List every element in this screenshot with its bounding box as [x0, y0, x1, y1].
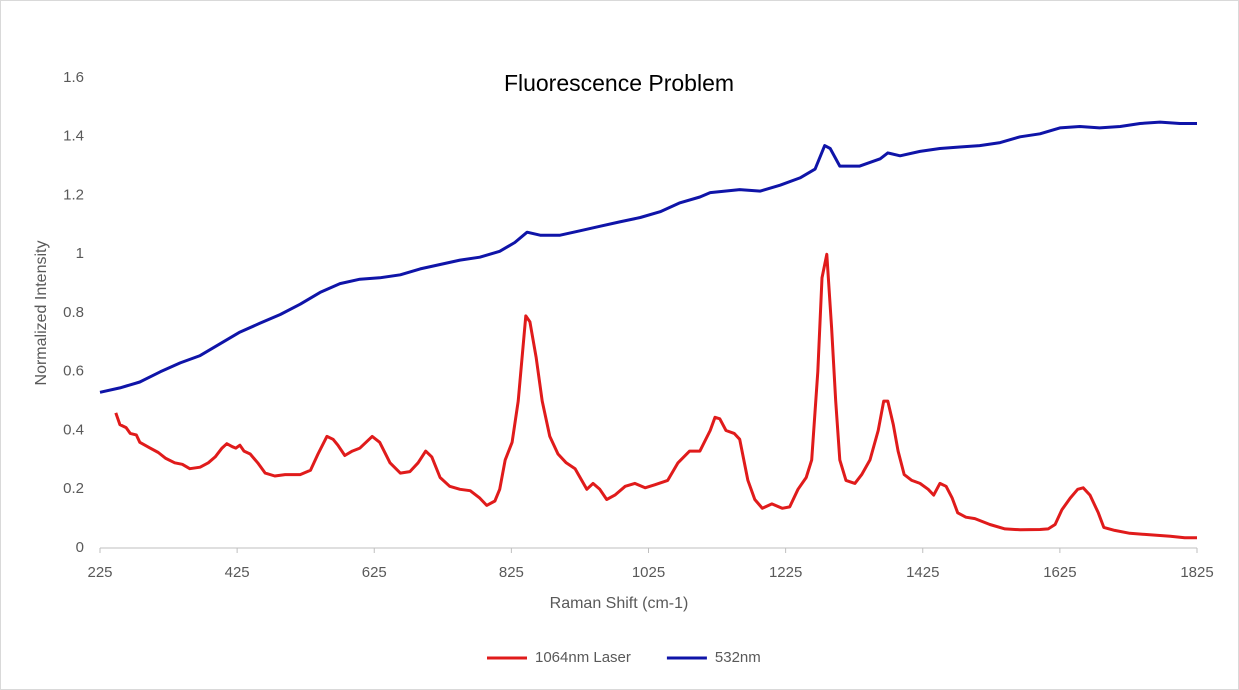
- legend-label: 532nm: [715, 649, 761, 666]
- y-tick-label: 0.8: [63, 304, 84, 321]
- x-tick-label: 625: [362, 564, 387, 581]
- y-tick-label: 0: [76, 539, 84, 556]
- series-line: [114, 252, 1197, 540]
- y-tick-label: 0.6: [63, 363, 84, 380]
- x-tick-label: 1225: [769, 564, 802, 581]
- x-tick-label: 1625: [1043, 564, 1076, 581]
- y-tick-label: 0.4: [63, 421, 84, 438]
- y-tick-label: 1.2: [63, 186, 84, 203]
- y-tick-label: 1.6: [63, 69, 84, 86]
- chart-title: Fluorescence Problem: [504, 70, 734, 96]
- x-tick-label: 1025: [632, 564, 665, 581]
- x-tick-label: 1825: [1180, 564, 1213, 581]
- y-tick-label: 1.4: [63, 128, 84, 145]
- x-tick-label: 425: [225, 564, 250, 581]
- y-tick-label: 0.2: [63, 480, 84, 497]
- x-tick-label: 1425: [906, 564, 939, 581]
- series-line: [99, 120, 1197, 394]
- y-axis-label: Normalized Intensity: [33, 241, 50, 386]
- x-tick-label: 225: [87, 564, 112, 581]
- y-tick-label: 1: [76, 245, 84, 262]
- x-tick-label: 825: [499, 564, 524, 581]
- legend-label: 1064nm Laser: [535, 649, 631, 666]
- x-axis-label: Raman Shift (cm-1): [550, 595, 689, 612]
